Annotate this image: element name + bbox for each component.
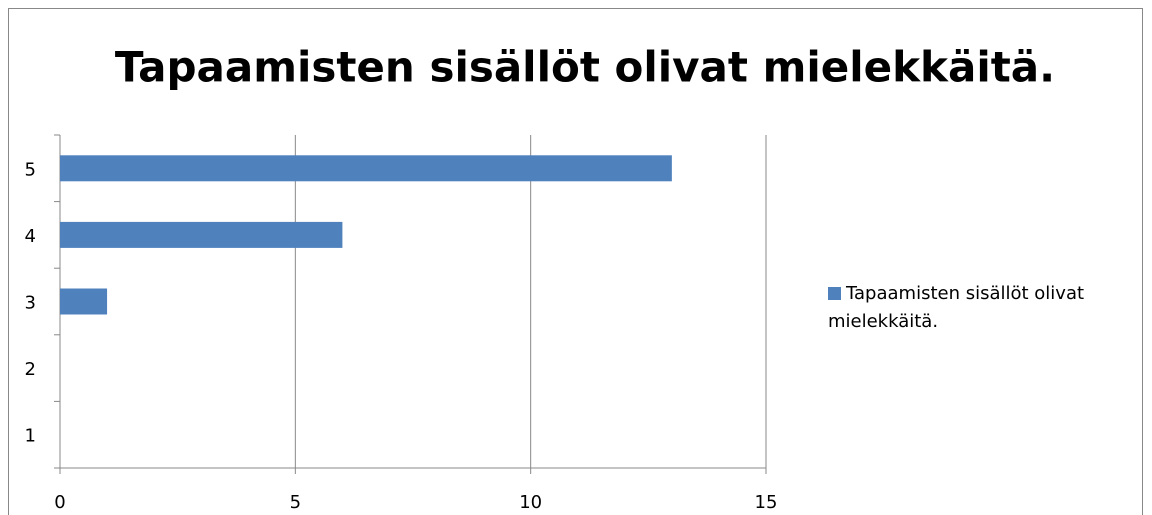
x-tick-label: 10 <box>519 492 542 513</box>
bar <box>60 155 672 182</box>
legend-swatch <box>828 287 841 300</box>
x-tick-label: 5 <box>290 492 301 513</box>
y-tick-label: 1 <box>25 426 36 447</box>
x-tick-label: 0 <box>54 492 65 513</box>
x-tick-label: 15 <box>755 492 778 513</box>
legend: Tapaamisten sisällöt olivat mielekkäitä. <box>828 280 1128 336</box>
y-tick-label: 4 <box>25 226 36 247</box>
chart-title: Tapaamisten sisällöt olivat mielekkäitä. <box>115 43 1055 92</box>
y-tick-label: 3 <box>25 293 36 314</box>
chart-border <box>8 8 1143 515</box>
bar <box>60 221 343 248</box>
bar <box>60 288 108 315</box>
legend-label: Tapaamisten sisällöt olivat mielekkäitä. <box>828 283 1085 332</box>
y-tick-label: 5 <box>25 159 36 180</box>
y-tick-label: 2 <box>25 359 36 380</box>
